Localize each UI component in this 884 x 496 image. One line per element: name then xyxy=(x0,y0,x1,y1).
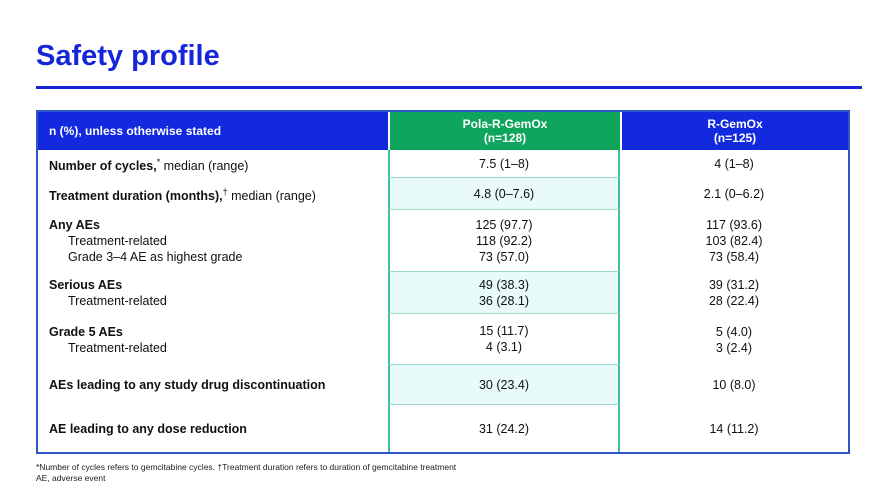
page-title: Safety profile xyxy=(36,40,220,72)
header-rgemox-n: (n=125) xyxy=(713,131,757,145)
row-sublabel: Grade 3–4 AE as highest grade xyxy=(68,250,243,264)
value: 7.5 (1–8) xyxy=(478,156,530,171)
row-label-bold: Treatment duration (months), xyxy=(49,189,223,204)
value: 117 (93.6) xyxy=(705,218,763,232)
value: 3 (2.4) xyxy=(715,340,753,355)
rgemox-value-cell: 10 (8.0) xyxy=(620,365,848,405)
footnote-line-1: *Number of cycles refers to gemcitabine … xyxy=(36,462,457,472)
row-label: Any AEs Treatment-related Grade 3–4 AE a… xyxy=(38,210,388,272)
footnote-line-2: AE, adverse event xyxy=(36,473,106,483)
table-row-any-aes: Any AEs Treatment-related Grade 3–4 AE a… xyxy=(38,210,848,272)
value: 30 (23.4) xyxy=(478,377,530,392)
value: 36 (28.1) xyxy=(478,293,530,308)
pola-value-cell: 31 (24.2) xyxy=(388,405,620,452)
value: 5 (4.0) xyxy=(715,324,753,339)
value: 118 (92.2) xyxy=(475,233,533,248)
value: 125 (97.7) xyxy=(475,217,533,232)
header-pola-name: Pola-R-GemOx xyxy=(462,117,548,131)
value: 31 (24.2) xyxy=(478,421,530,436)
value: 14 (11.2) xyxy=(709,421,759,436)
table-row-treatment-duration: Treatment duration (months),† median (ra… xyxy=(38,178,848,210)
value: 10 (8.0) xyxy=(712,378,756,392)
table-row-ae-dose-reduction: AE leading to any dose reduction 31 (24.… xyxy=(38,405,848,452)
row-sublabel: Treatment-related xyxy=(68,234,167,248)
header-pola-r-gemox: Pola-R-GemOx (n=128) xyxy=(388,112,620,150)
pola-value-cell: 4.8 (0–7.6) xyxy=(388,178,620,210)
footnotes: *Number of cycles refers to gemcitabine … xyxy=(36,462,456,484)
row-label-sup: † xyxy=(222,186,228,197)
value: 73 (57.0) xyxy=(478,249,530,264)
row-label-bold: AE leading to any dose reduction xyxy=(49,421,247,436)
title-divider xyxy=(36,86,862,89)
row-label-rest: median (range) xyxy=(227,189,316,204)
pola-value-cell: 15 (11.7) 4 (3.1) xyxy=(388,314,620,365)
rgemox-value-cell: 4 (1–8) xyxy=(620,150,848,178)
value: 73 (58.4) xyxy=(708,250,760,264)
row-label: AE leading to any dose reduction xyxy=(38,405,388,452)
row-label-bold: Serious AEs xyxy=(49,278,123,292)
row-sublabel: Treatment-related xyxy=(68,340,167,355)
row-label-line: Number of cycles,* median (range) xyxy=(49,154,388,174)
table-header-row: n (%), unless otherwise stated Pola-R-Ge… xyxy=(38,112,848,150)
pola-value-cell: 30 (23.4) xyxy=(388,365,620,405)
row-label-rest: median (range) xyxy=(160,159,249,174)
row-label: Grade 5 AEs Treatment-related xyxy=(38,314,388,365)
value: 15 (11.7) xyxy=(479,324,529,338)
table-row-number-of-cycles: Number of cycles,* median (range) 7.5 (1… xyxy=(38,150,848,178)
rgemox-value-cell: 39 (31.2) 28 (22.4) xyxy=(620,272,848,314)
value: 4 (1–8) xyxy=(714,157,754,171)
row-sublabel: Treatment-related xyxy=(68,294,167,308)
safety-profile-table: n (%), unless otherwise stated Pola-R-Ge… xyxy=(36,110,850,454)
row-label: Serious AEs Treatment-related xyxy=(38,272,388,314)
row-label-bold: Any AEs xyxy=(49,218,100,232)
value: 103 (82.4) xyxy=(705,234,763,248)
header-rgemox-name: R-GemOx xyxy=(707,117,763,131)
header-pola-n: (n=128) xyxy=(483,131,527,145)
row-label: Treatment duration (months),† median (ra… xyxy=(38,178,388,210)
value: 49 (38.3) xyxy=(478,277,530,292)
row-label-bold: Number of cycles, xyxy=(49,159,157,174)
value: 39 (31.2) xyxy=(708,278,760,292)
rgemox-value-cell: 14 (11.2) xyxy=(620,405,848,452)
value: 2.1 (0–6.2) xyxy=(703,187,765,201)
rgemox-value-cell: 117 (93.6) 103 (82.4) 73 (58.4) xyxy=(620,210,848,272)
value: 4.8 (0–7.6) xyxy=(473,186,535,201)
rgemox-value-cell: 5 (4.0) 3 (2.4) xyxy=(620,314,848,365)
row-label-bold: AEs leading to any study drug discontinu… xyxy=(49,378,326,392)
table-row-aes-discontinuation: AEs leading to any study drug discontinu… xyxy=(38,365,848,405)
rgemox-value-cell: 2.1 (0–6.2) xyxy=(620,178,848,210)
row-label: AEs leading to any study drug discontinu… xyxy=(38,365,388,405)
header-row-label: n (%), unless otherwise stated xyxy=(38,112,388,150)
row-label-sup: * xyxy=(156,156,161,167)
row-label-line: Treatment duration (months),† median (ra… xyxy=(49,184,388,204)
value: 28 (22.4) xyxy=(708,294,760,308)
table-row-serious-aes: Serious AEs Treatment-related 49 (38.3) … xyxy=(38,272,848,314)
pola-value-cell: 125 (97.7) 118 (92.2) 73 (57.0) xyxy=(388,210,620,272)
value: 4 (3.1) xyxy=(485,340,523,354)
header-r-gemox: R-GemOx (n=125) xyxy=(620,112,848,150)
pola-value-cell: 7.5 (1–8) xyxy=(388,150,620,178)
row-label-bold: Grade 5 AEs xyxy=(49,324,123,339)
pola-value-cell: 49 (38.3) 36 (28.1) xyxy=(388,272,620,314)
row-label: Number of cycles,* median (range) xyxy=(38,150,388,178)
table-row-grade-5-aes: Grade 5 AEs Treatment-related 15 (11.7) … xyxy=(38,314,848,365)
